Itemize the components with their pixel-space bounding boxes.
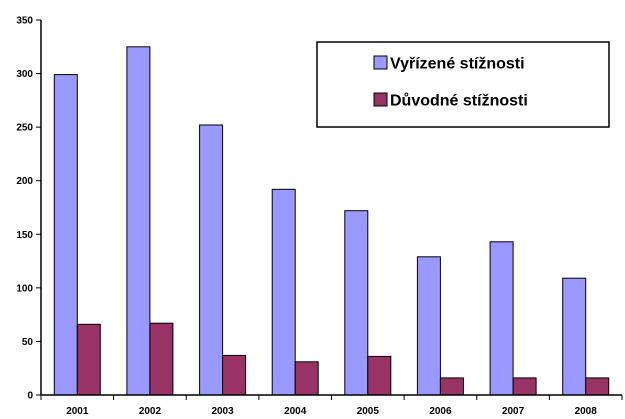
y-tick-label-350: 350 (16, 16, 33, 27)
legend-label-vyrizene: Vyřízené stížnosti (390, 56, 525, 73)
x-tick-label-2002: 2002 (139, 406, 162, 417)
bar-vyrizene-2006 (416, 256, 441, 396)
y-tick-label-100: 100 (16, 283, 33, 294)
x-tick-label-2007: 2007 (502, 406, 525, 417)
bar-duvodne-2003 (222, 354, 247, 396)
bar-duvodne-2002 (149, 322, 174, 396)
axes-layer: 0 50 100 150 200 250 300 350 2001 2002 2003 2004 200… (16, 16, 623, 417)
legend-box (316, 41, 610, 128)
bar-vyrizene-2003 (199, 124, 224, 396)
bar-duvodne-2004 (294, 361, 319, 396)
bar-vyrizene-2001 (53, 74, 78, 396)
y-tick-label-250: 250 (16, 123, 33, 134)
bar-duvodne-2005 (367, 355, 392, 396)
bars-layer (53, 46, 610, 396)
bar-duvodne-2008 (585, 377, 610, 396)
x-tick-label-2008: 2008 (575, 406, 598, 417)
bar-duvodne-2007 (512, 377, 537, 396)
bar-duvodne-2006 (439, 377, 464, 396)
bar-vyrizene-2005 (344, 210, 369, 396)
bar-vyrizene-2008 (562, 277, 587, 396)
bar-duvodne-2001 (76, 323, 101, 396)
x-tick-label-2006: 2006 (429, 406, 452, 417)
bar-vyrizene-2007 (489, 241, 514, 396)
x-tick-label-2001: 2001 (66, 406, 89, 417)
y-tick-label-50: 50 (22, 337, 34, 348)
y-tick-label-150: 150 (16, 230, 33, 241)
x-tick-label-2004: 2004 (284, 406, 307, 417)
legend-swatch-vyrizene (373, 55, 388, 70)
legend-label-duvodne: Důvodné stížnosti (390, 93, 528, 110)
bar-vyrizene-2004 (271, 188, 296, 396)
bar-vyrizene-2002 (126, 46, 151, 396)
y-tick-label-300: 300 (16, 69, 33, 80)
legend: Vyřízené stížnosti Důvodné stížnosti (316, 41, 610, 128)
x-tick-label-2005: 2005 (357, 406, 380, 417)
y-tick-label-200: 200 (16, 176, 33, 187)
y-tick-label-0: 0 (27, 391, 33, 402)
x-tick-label-2003: 2003 (211, 406, 234, 417)
legend-swatch-duvodne (373, 92, 388, 107)
